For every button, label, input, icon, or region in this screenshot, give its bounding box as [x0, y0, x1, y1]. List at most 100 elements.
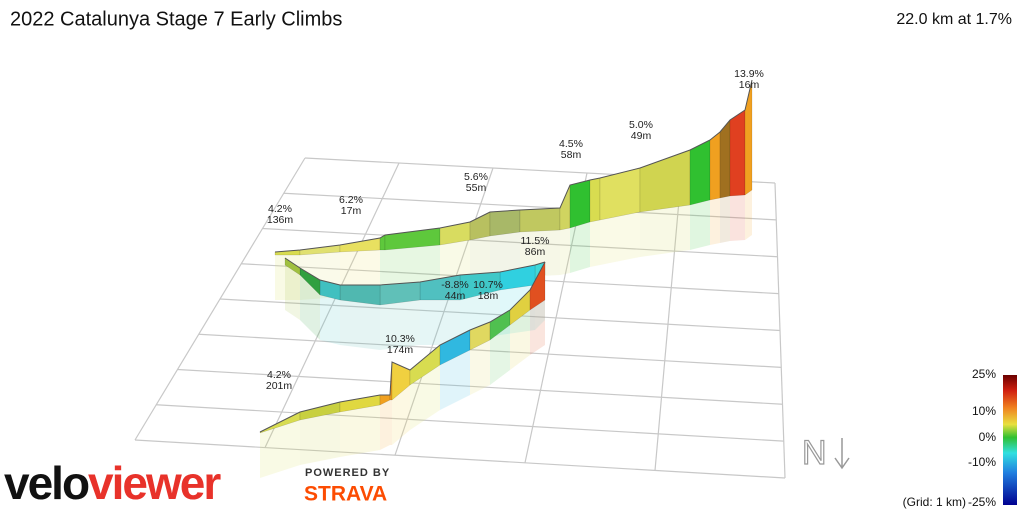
shadow-segment — [490, 325, 510, 385]
shadow-segment — [380, 250, 385, 295]
grid-line — [134, 439, 786, 479]
annotation-length: 136m — [267, 214, 294, 226]
annotation-length: 16m — [739, 79, 760, 91]
ribbon-segment — [719, 119, 731, 199]
ribbon-segment — [469, 211, 491, 241]
ribbon-segment — [339, 237, 381, 253]
ground-grid — [134, 157, 786, 479]
shadow-segment — [720, 196, 730, 243]
grid-line — [219, 298, 781, 332]
annotation-length: 49m — [631, 130, 652, 142]
grid-line — [262, 227, 778, 258]
shadow-segment — [390, 400, 392, 445]
partner-logo: STRAVA — [304, 483, 387, 506]
compass-letter: N — [802, 434, 827, 472]
logo-part: viewer — [88, 457, 221, 509]
annotation-gradient: 5.0% — [629, 119, 653, 131]
shadow-segment — [470, 340, 490, 395]
shadow-segment — [710, 198, 720, 245]
ribbon-top — [284, 257, 546, 286]
annotation-gradient: 10.3% — [385, 333, 415, 345]
annotation-gradient: -8.8% — [441, 279, 468, 291]
annotation-length: 17m — [341, 205, 362, 217]
grid-line — [198, 333, 782, 368]
shadow-segment — [600, 212, 640, 265]
annotation-gradient: 5.6% — [464, 171, 488, 183]
scale-label: -25% — [968, 495, 996, 509]
annotation-length: 86m — [525, 246, 546, 258]
compass-arrow — [834, 438, 850, 470]
grid-line — [774, 182, 786, 479]
logo: veloviewer — [4, 457, 221, 509]
grid-line — [283, 192, 777, 221]
shadow-segment — [490, 232, 520, 281]
gradient-scale — [1003, 375, 1017, 505]
grid-line — [394, 167, 494, 456]
ribbon-segment — [489, 209, 521, 237]
shadow-segment — [690, 200, 710, 250]
annotation-length: 55m — [466, 182, 487, 194]
grid-line — [134, 157, 306, 441]
ribbon-segment — [569, 179, 591, 229]
shadow-segment — [640, 205, 690, 257]
annotation-gradient: 4.2% — [267, 369, 291, 381]
shadow-segment — [392, 385, 410, 445]
shadow-segment — [730, 195, 745, 241]
ribbon-segment — [589, 177, 601, 223]
shadow-segment — [420, 300, 460, 345]
grid-line — [654, 177, 682, 471]
shadow-segment — [380, 400, 390, 450]
ribbon-segment — [729, 109, 746, 197]
annotation-gradient: 6.2% — [339, 194, 363, 206]
shadow-segment — [530, 300, 545, 355]
shadow-segment — [340, 405, 380, 457]
annotation-gradient: 10.7% — [473, 279, 503, 291]
scale-label: 10% — [972, 404, 996, 418]
annotation-gradient: 11.5% — [521, 235, 550, 247]
shadow-segment — [410, 365, 440, 430]
shadow-segment — [380, 300, 420, 350]
annotation-gradient: 13.9% — [734, 68, 764, 80]
ribbon-segment — [519, 207, 561, 233]
climb-annotations: 13.9%16m 5.0%49m 4.5%58m 5.6%55m 6.2%17m 4.2%… — [266, 68, 764, 392]
scale-label: 0% — [979, 430, 997, 444]
ribbon-top — [274, 79, 753, 253]
grid-line — [177, 368, 783, 405]
summary: 22.0 km at 1.7% — [896, 11, 1012, 28]
grid-line — [156, 404, 784, 442]
annotation-length: 58m — [561, 149, 582, 161]
ribbon-segment — [599, 167, 641, 221]
shadow-segment — [260, 420, 300, 478]
annotation-length: 18m — [478, 290, 499, 302]
shadow-segment — [570, 222, 590, 273]
ribbon-segment — [744, 79, 753, 196]
shadow-segment — [300, 412, 340, 465]
shadow-segment — [300, 275, 320, 340]
shadow-segment — [745, 190, 752, 240]
shadow-segment — [590, 220, 600, 267]
ribbon-segment — [689, 139, 711, 206]
ribbon-segment — [709, 131, 721, 201]
annotation-length: 44m — [445, 290, 466, 302]
shadow-segment — [560, 228, 570, 275]
powered-by: POWERED BY — [305, 467, 390, 479]
shadow-segment — [510, 310, 530, 370]
scale-label: 25% — [972, 367, 996, 381]
grid-line — [264, 162, 400, 448]
shadow-segment — [340, 300, 380, 350]
annotation-length: 174m — [387, 344, 414, 356]
annotation-gradient: 4.2% — [268, 203, 292, 215]
title: 2022 Catalunya Stage 7 Early Climbs — [10, 8, 342, 30]
annotation-gradient: 4.5% — [559, 138, 583, 150]
shadow-segment — [320, 295, 340, 345]
shadow-segment — [285, 265, 300, 320]
shadow-segment — [520, 230, 560, 277]
grid-note: (Grid: 1 km) — [903, 495, 966, 509]
scale-label: -10% — [968, 455, 996, 469]
shadow-segment — [440, 350, 470, 410]
logo-part: velo — [4, 457, 89, 509]
profile-ribbon — [259, 79, 753, 434]
ribbon-top — [259, 261, 546, 433]
